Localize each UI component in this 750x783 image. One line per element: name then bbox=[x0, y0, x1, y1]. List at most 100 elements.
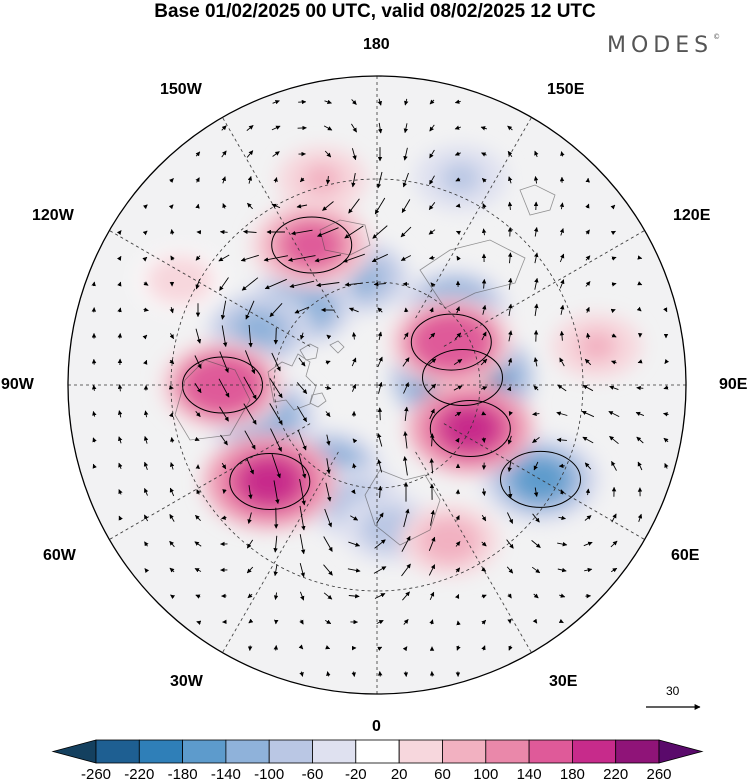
wind-vector bbox=[455, 203, 461, 208]
colorbar-tick-label: -60 bbox=[301, 766, 324, 783]
wind-vector bbox=[269, 302, 283, 318]
wind-vector bbox=[221, 125, 227, 131]
wind-vector bbox=[531, 540, 541, 548]
wind-vector bbox=[347, 568, 361, 573]
wind-vector bbox=[298, 644, 304, 650]
wind-vector bbox=[663, 385, 669, 390]
wind-vector bbox=[635, 411, 645, 417]
colorbar-tick-label: 180 bbox=[559, 766, 585, 783]
wind-vector bbox=[508, 410, 513, 416]
wind-vector bbox=[142, 230, 148, 236]
wind-vector bbox=[456, 255, 461, 261]
wind-vector bbox=[557, 384, 567, 392]
wind-vector bbox=[169, 567, 175, 573]
colorbar-swatch bbox=[528, 739, 573, 764]
wind-vector bbox=[196, 620, 202, 625]
wind-vector bbox=[480, 386, 488, 391]
wind-vector bbox=[118, 462, 123, 470]
contour-line bbox=[429, 400, 511, 457]
wind-vector bbox=[507, 435, 513, 445]
wind-vector bbox=[664, 462, 669, 469]
wind-vector bbox=[533, 227, 539, 237]
wind-vector bbox=[480, 358, 488, 366]
wind-vector bbox=[533, 385, 539, 391]
wind-vector bbox=[273, 177, 278, 183]
wind-vector bbox=[195, 203, 200, 209]
wind-vector bbox=[218, 378, 230, 398]
wind-vector bbox=[247, 202, 253, 210]
wind-vector bbox=[403, 431, 408, 449]
wind-vector bbox=[348, 307, 359, 313]
wind-vector bbox=[531, 566, 541, 574]
wind-vector bbox=[323, 592, 333, 600]
wind-vector bbox=[195, 514, 201, 522]
colorbar-tick-label: 140 bbox=[516, 766, 542, 783]
wind-vector bbox=[400, 255, 412, 261]
wind-vector bbox=[507, 460, 512, 473]
wind-vector bbox=[663, 437, 669, 443]
wind-vector bbox=[481, 437, 486, 443]
colorbar-tick-label: -220 bbox=[124, 766, 155, 783]
wind-vector bbox=[401, 563, 411, 577]
wind-vector bbox=[91, 384, 97, 391]
wind-vector bbox=[585, 203, 590, 209]
wind-vector bbox=[374, 593, 386, 599]
wind-vector bbox=[323, 564, 333, 576]
wind-vector bbox=[532, 437, 540, 443]
wind-vector bbox=[507, 593, 512, 599]
label-90e: 90E bbox=[719, 376, 748, 393]
wind-vector bbox=[584, 515, 592, 521]
wind-vector bbox=[168, 412, 174, 418]
wind-vector bbox=[344, 225, 364, 239]
wind-vector bbox=[348, 541, 361, 547]
label-150w: 150W bbox=[160, 81, 202, 98]
wind-vector bbox=[401, 535, 411, 552]
wind-vector bbox=[455, 437, 460, 443]
wind-vector bbox=[117, 281, 122, 287]
wind-vector bbox=[507, 485, 513, 499]
wind-vector bbox=[117, 410, 123, 418]
wind-vector bbox=[377, 98, 383, 106]
wind-vector bbox=[663, 307, 668, 313]
wind-vector bbox=[299, 671, 304, 677]
brand-logo: MODES© bbox=[607, 33, 720, 58]
anomaly-blob bbox=[161, 265, 199, 296]
wind-vector bbox=[534, 150, 539, 158]
wind-vector bbox=[558, 618, 564, 624]
wind-vector bbox=[263, 255, 288, 262]
wind-vector bbox=[195, 328, 202, 344]
wind-vector bbox=[402, 357, 410, 367]
wind-vector bbox=[533, 593, 539, 599]
colorbar-tick-label: 220 bbox=[603, 766, 629, 783]
meridian-line bbox=[109, 423, 311, 540]
wind-vector bbox=[143, 487, 149, 496]
wind-vector bbox=[324, 99, 332, 105]
wind-vector bbox=[429, 458, 434, 474]
wind-vector bbox=[455, 515, 460, 521]
wind-vector bbox=[195, 151, 201, 157]
wind-vector bbox=[532, 618, 538, 624]
label-30e: 30E bbox=[549, 673, 578, 690]
label-60w: 60W bbox=[43, 547, 76, 564]
wind-vector bbox=[532, 513, 540, 523]
wind-vector bbox=[481, 645, 486, 651]
wind-vector bbox=[195, 411, 201, 418]
wind-vector bbox=[270, 428, 282, 452]
colorbar-swatch bbox=[95, 739, 140, 764]
wind-vector bbox=[377, 307, 383, 313]
wind-vector bbox=[299, 505, 306, 531]
wind-vector bbox=[247, 512, 252, 524]
wind-vector bbox=[222, 203, 227, 209]
wind-vector bbox=[300, 332, 305, 340]
colorbar-tick-label: 100 bbox=[473, 766, 499, 783]
wind-vector bbox=[241, 277, 259, 291]
wind-vector bbox=[376, 619, 384, 625]
coastline-alaska bbox=[319, 219, 371, 256]
wind-vector bbox=[403, 332, 409, 340]
wind-vector bbox=[144, 541, 149, 547]
wind-vector bbox=[637, 461, 643, 471]
wind-vector bbox=[428, 255, 435, 261]
wind-vector bbox=[582, 436, 594, 444]
wind-vector bbox=[429, 619, 434, 625]
colorbar-swatch bbox=[268, 739, 313, 764]
